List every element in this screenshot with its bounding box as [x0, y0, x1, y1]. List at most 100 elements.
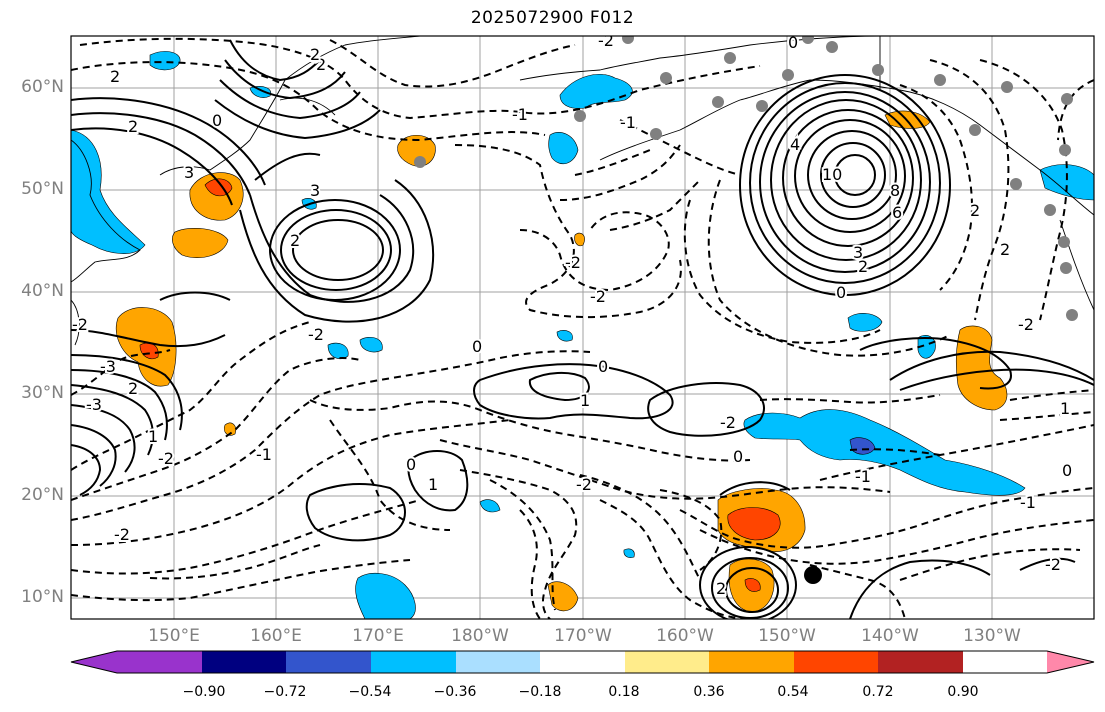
contour-label: 2: [858, 257, 868, 276]
contour-label: 0: [406, 455, 416, 474]
contour-label: 2: [128, 117, 138, 136]
contour-label: -2: [72, 315, 88, 334]
contour-label: 1: [428, 475, 438, 494]
lon-label-140w: 140°W: [861, 626, 919, 646]
shade-red-4: [744, 578, 761, 592]
contour-label: -1: [256, 445, 272, 464]
shade-blue-c3: [556, 330, 573, 342]
shade-orange-9: [547, 581, 579, 612]
contour-label: -2: [590, 287, 606, 306]
contour-label: 2: [1000, 240, 1010, 259]
contour-label: -1: [855, 467, 871, 486]
shade-orange-4: [397, 134, 436, 167]
contour-label: -3: [100, 357, 116, 376]
contour-label: -2: [308, 325, 324, 344]
colorbar-tick-label: −0.90: [182, 684, 226, 700]
contour-label: 0: [788, 33, 798, 52]
shade-blue-aleutian-2: [548, 131, 579, 165]
contour-label: 2: [316, 55, 326, 74]
shade-orange-s1: [574, 232, 585, 247]
colorbar-segment: [286, 651, 371, 673]
colorbar-segment: [878, 651, 963, 673]
contour-label: 2: [970, 201, 980, 220]
shade-blue-band: [743, 409, 1026, 496]
contour-label: -3: [86, 395, 102, 414]
colorbar-tick-label: −0.36: [433, 684, 477, 700]
lon-label-150e: 150°E: [148, 626, 200, 646]
contour-labels: 22 02-2 0332-141086320-1-2001-20-110-222-2…: [71, 31, 1074, 600]
lat-label-40n: 40°N: [21, 281, 64, 301]
shade-blue-ne1: [847, 313, 883, 332]
lat-label-50n: 50°N: [21, 179, 64, 199]
contour-label: 0: [472, 337, 482, 356]
colorbar-segment: [202, 651, 286, 673]
lon-label-130w: 130°W: [963, 626, 1021, 646]
lon-label-160e: 160°E: [250, 626, 302, 646]
shade-blue-s3: [623, 548, 635, 558]
shade-orange-s2: [223, 422, 236, 436]
contour-label: -2: [576, 475, 592, 494]
tropical-storm-marker: [804, 566, 822, 584]
shade-blue-s2: [479, 499, 501, 513]
contour-label: -1: [620, 113, 636, 132]
shade-blue-c1: [327, 342, 349, 359]
colorbar-segment: [709, 651, 794, 673]
colorbar: [70, 650, 1095, 674]
contour-label: -2: [565, 253, 581, 272]
contour-label: 1: [148, 427, 158, 446]
colorbar-tick-label: −0.18: [518, 684, 562, 700]
shade-blue-s1: [355, 572, 416, 619]
contour-label: 2: [290, 231, 300, 250]
contour-label: -2: [158, 449, 174, 468]
contour-label: -1: [1020, 493, 1036, 512]
contour-label: 4: [790, 135, 800, 154]
contour-label: 8: [890, 181, 900, 200]
shade-red-3: [727, 507, 781, 541]
contour-label: 0: [1062, 461, 1072, 480]
contour-label: -2: [114, 525, 130, 544]
map-frame: [70, 35, 1095, 620]
contour-label: 0: [598, 357, 608, 376]
coastlines: [71, 36, 1094, 346]
contour-label: 3: [853, 243, 863, 262]
contour-label: -2: [1045, 555, 1061, 574]
contour-label: -2: [1018, 315, 1034, 334]
contour-label: 10: [822, 165, 842, 184]
contour-label: 2: [110, 67, 120, 86]
colorbar-segment: [625, 651, 709, 673]
colorbar-segment: [794, 651, 878, 673]
contour-label: -1: [512, 105, 528, 124]
contour-label: 2: [128, 379, 138, 398]
colorbar-right-arrow: [1047, 651, 1094, 673]
contour-label: 0: [212, 111, 222, 130]
lat-label-30n: 30°N: [21, 383, 64, 403]
contour-label: 6: [892, 203, 902, 222]
colorbar-left-arrow: [71, 651, 117, 673]
lon-label-150w: 150°W: [758, 626, 816, 646]
positive-contours: [71, 39, 1094, 619]
colorbar-outline: [70, 650, 1095, 674]
colorbar-segment: [117, 651, 202, 673]
station-dots: [414, 36, 1078, 321]
colorbar-tick-label: 0.90: [947, 684, 979, 700]
contour-label: 2: [310, 45, 320, 64]
contour-label: 3: [184, 163, 194, 182]
colorbar-segment: [456, 651, 540, 673]
shade-blue-small2: [249, 86, 272, 98]
colorbar-segment: [540, 651, 625, 673]
colorbar-tick-label: −0.72: [263, 684, 307, 700]
map-title: 2025072900 F012: [470, 8, 635, 28]
shade-blue-japan: [71, 129, 146, 254]
shade-blue-ne2: [917, 335, 936, 359]
contour-label: 2: [716, 579, 726, 598]
shade-blue-bc: [1039, 164, 1094, 201]
shade-blue-c2: [359, 337, 383, 353]
lat-label-10n: 10°N: [21, 587, 64, 607]
shade-orange-2: [172, 227, 229, 259]
colorbar-tick-label: 0.54: [777, 684, 809, 700]
contour-label: -2: [598, 31, 614, 50]
lon-label-170e: 170°E: [352, 626, 404, 646]
colorbar-tick-label: 0.36: [693, 684, 725, 700]
contour-label: -2: [720, 413, 736, 432]
